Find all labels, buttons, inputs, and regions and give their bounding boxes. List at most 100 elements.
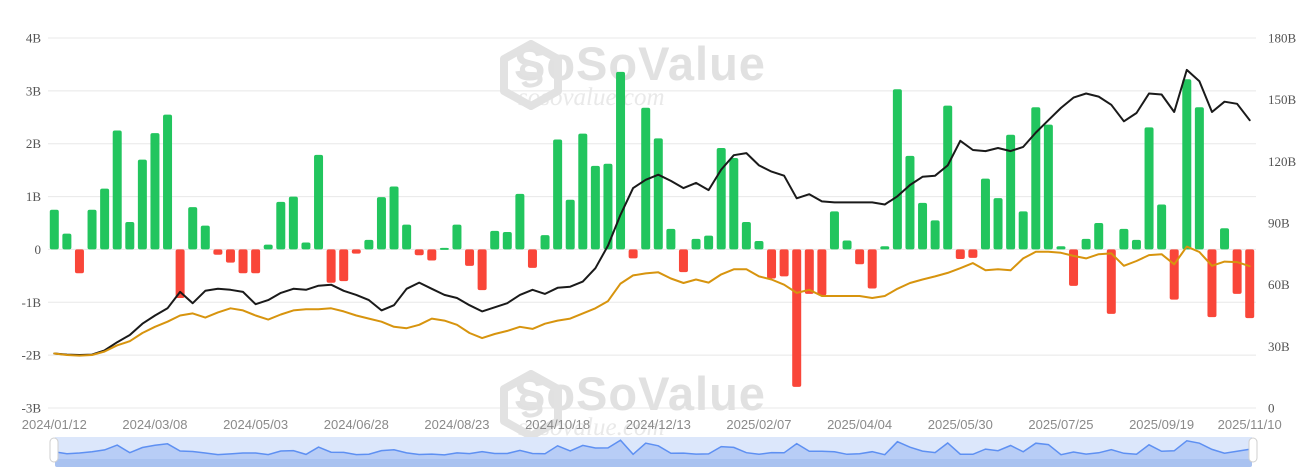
flow-bar[interactable] [678,249,688,273]
flow-bar[interactable] [502,231,512,250]
flow-bar[interactable] [565,199,575,250]
flow-bar[interactable] [225,249,235,263]
flow-bar[interactable] [1207,249,1217,318]
flow-bar[interactable] [288,196,298,250]
flow-bar[interactable] [829,211,839,250]
navigator-handle-right[interactable] [1248,437,1258,463]
flow-bar[interactable] [1144,127,1154,250]
flow-bar[interactable] [49,209,59,250]
flow-bar[interactable] [716,147,726,250]
flow-bar[interactable] [616,71,626,250]
flow-bar[interactable] [150,133,160,250]
flow-bar[interactable] [414,249,424,256]
flow-bar[interactable] [376,197,386,250]
flow-bar[interactable] [1182,79,1192,250]
flow-bar[interactable] [641,107,651,250]
flow-bar[interactable] [867,249,877,289]
flow-bar[interactable] [930,220,940,250]
flow-bar[interactable] [741,221,751,250]
flow-bar[interactable] [1081,238,1091,250]
navigator-scrollbar[interactable] [55,459,1252,467]
flow-bar[interactable] [754,240,764,250]
flow-bar[interactable] [880,246,890,250]
flow-bar[interactable] [1194,107,1204,250]
flow-bar[interactable] [276,201,286,250]
flow-bar[interactable] [527,249,537,268]
flow-bar[interactable] [263,244,273,250]
flow-bar[interactable] [163,114,173,250]
flow-bar[interactable] [1106,249,1116,314]
flow-bar[interactable] [1056,246,1066,250]
flow-bar[interactable] [704,235,714,250]
flow-bar[interactable] [351,249,361,254]
flow-bar[interactable] [62,233,72,250]
flow-bar[interactable] [112,130,122,250]
flow-bar[interactable] [691,238,701,250]
flow-bar[interactable] [1018,211,1028,250]
flow-bar[interactable] [817,249,827,296]
flow-bar[interactable] [100,188,110,250]
flow-bar[interactable] [439,247,449,250]
navigator-handle-left[interactable] [49,437,59,463]
flow-bar[interactable] [980,178,990,250]
x-tick-label: 2025/09/19 [1129,417,1194,432]
flow-bar[interactable] [578,133,588,250]
flow-bar[interactable] [993,198,1003,250]
flow-bar[interactable] [452,224,462,250]
flow-bar[interactable] [603,163,613,250]
flow-bar[interactable] [1220,228,1230,250]
flow-bar[interactable] [767,249,777,279]
flow-bar[interactable] [1006,134,1016,250]
flow-bar[interactable] [238,249,248,274]
flow-bar[interactable] [301,242,311,250]
flow-bar[interactable] [515,193,525,250]
flow-bar[interactable] [729,157,739,250]
flow-bar[interactable] [427,249,437,261]
flow-bar[interactable] [968,249,978,258]
flow-bar[interactable] [1094,223,1104,250]
flow-bar[interactable] [842,240,852,250]
flow-bar[interactable] [87,209,97,250]
flow-bar[interactable] [779,249,789,277]
flow-bar[interactable] [1119,228,1129,250]
flow-bar[interactable] [540,235,550,250]
flow-bar[interactable] [1245,249,1255,319]
flow-bar[interactable] [905,155,915,250]
flow-bar[interactable] [653,138,663,250]
flow-bar[interactable] [1131,239,1141,250]
flow-bar[interactable] [553,139,563,250]
flow-bar[interactable] [200,225,210,250]
flow-bar[interactable] [666,228,676,250]
flow-bar[interactable] [1069,249,1079,286]
flow-bar[interactable] [628,249,638,259]
flow-bar[interactable] [490,230,500,250]
flow-bar[interactable] [465,249,475,266]
flow-bar[interactable] [792,249,802,387]
flow-bar[interactable] [213,249,223,255]
flow-bar[interactable] [137,159,147,250]
flow-bar[interactable] [955,249,965,259]
flow-bar[interactable] [1232,249,1242,294]
flow-bar[interactable] [74,249,84,274]
flow-bar[interactable] [389,186,399,250]
flow-bar[interactable] [855,249,865,265]
flow-bar[interactable] [339,249,349,282]
flow-bar[interactable] [314,154,324,250]
flow-bar[interactable] [1043,124,1053,250]
flow-bar[interactable] [188,207,198,250]
flow-bar[interactable] [477,249,487,291]
flow-bar[interactable] [402,224,412,250]
flow-bar[interactable] [326,249,336,283]
flow-bar[interactable] [918,202,928,250]
flow-bar[interactable] [175,249,185,299]
flow-bar[interactable] [804,249,814,294]
flow-bar[interactable] [1031,107,1041,250]
flow-bar[interactable] [892,89,902,250]
flow-bar[interactable] [1169,249,1179,300]
flow-bar[interactable] [1157,204,1167,250]
flow-bar[interactable] [364,239,374,250]
flow-bar[interactable] [125,221,135,250]
flow-bar[interactable] [943,105,953,250]
flow-bar[interactable] [590,165,600,250]
flow-bar[interactable] [251,249,261,274]
